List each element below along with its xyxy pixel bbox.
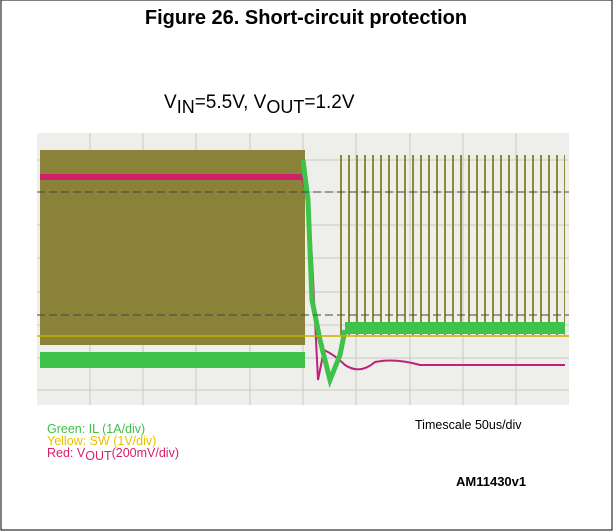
- legend-red-part: Red: V: [47, 446, 86, 460]
- legend-red-part: (200mV/div): [112, 446, 179, 460]
- figure-code: AM11430v1: [456, 474, 526, 489]
- condition-sub: IN: [177, 97, 195, 117]
- sw-spikes: [340, 155, 565, 335]
- il-trace-after: [345, 322, 565, 334]
- legend-red-sub: OUT: [85, 449, 112, 463]
- condition-sub: OUT: [266, 97, 304, 117]
- timescale: Timescale 50us/div: [415, 418, 522, 432]
- vout-trace: [40, 174, 302, 180]
- figure: Figure 26. Short-circuit protection VIN=…: [0, 0, 613, 531]
- scope-capture: [37, 133, 569, 405]
- condition-part: V: [164, 92, 177, 113]
- condition-part: =5.5V, V: [195, 92, 267, 113]
- il-trace: [40, 352, 305, 368]
- figure-title: Figure 26. Short-circuit protection: [145, 7, 467, 29]
- condition-part: =1.2V: [304, 92, 355, 113]
